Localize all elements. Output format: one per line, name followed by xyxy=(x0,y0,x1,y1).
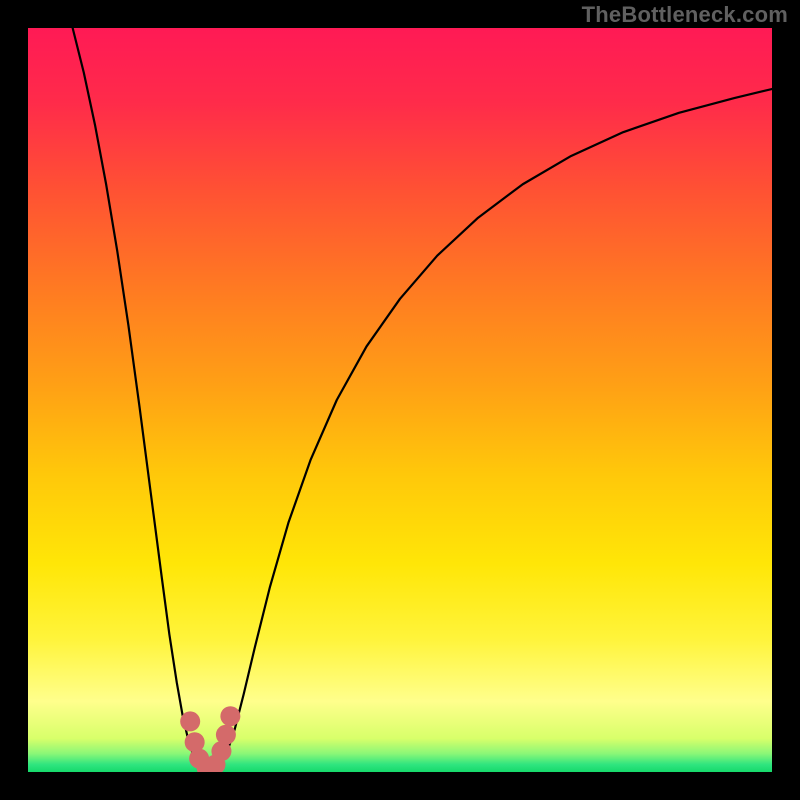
marker-group xyxy=(180,706,240,772)
curve-left xyxy=(73,28,198,765)
marker-point xyxy=(220,706,240,726)
watermark-text: TheBottleneck.com xyxy=(582,2,788,28)
curves-svg xyxy=(28,28,772,772)
marker-point xyxy=(180,711,200,731)
marker-point xyxy=(216,725,236,745)
plot-area xyxy=(28,28,772,772)
curve-right xyxy=(221,89,772,765)
